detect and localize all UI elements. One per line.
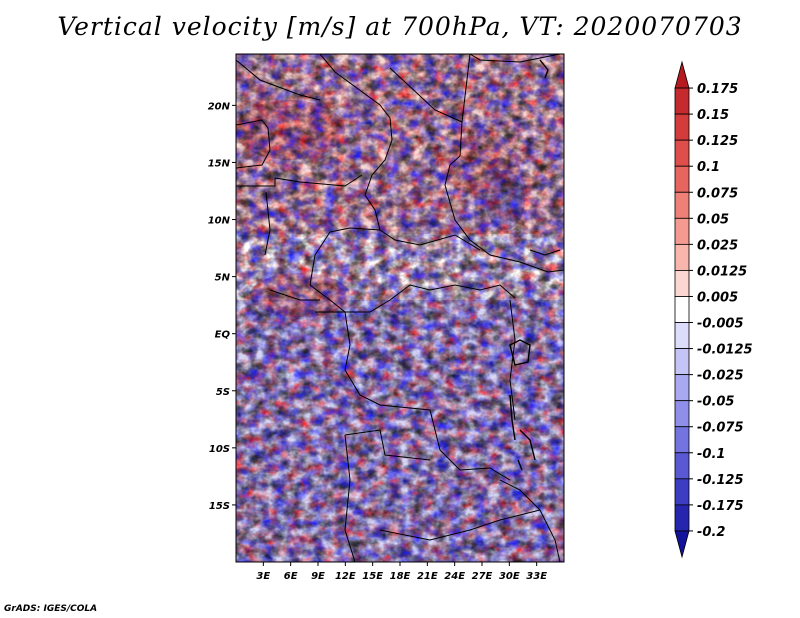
colorbar-label: 0.005 xyxy=(697,290,738,305)
x-tick-label: 21E xyxy=(417,571,438,582)
x-tick-label: 12E xyxy=(335,571,356,582)
y-tick-label: 10N xyxy=(208,216,231,227)
x-tick-label: 3E xyxy=(256,571,270,582)
colorbar-segment xyxy=(674,374,690,402)
y-tick-label: 15S xyxy=(209,501,230,512)
colorbar-label: 0.1 xyxy=(697,160,720,175)
latitude-axis: 20N 15N 10N 5N EQ 5S 10S 15S xyxy=(208,101,236,512)
x-tick-label: 24E xyxy=(444,571,465,582)
colorbar-label: 0.0125 xyxy=(697,264,747,279)
x-tick-label: 6E xyxy=(284,571,298,582)
colorbar-segment xyxy=(674,87,690,115)
colorbar-label: -0.125 xyxy=(697,473,744,488)
colorbar-label: -0.1 xyxy=(697,447,725,462)
velocity-field-map xyxy=(236,54,564,562)
colorbar-segment xyxy=(674,348,690,376)
colorbar-label: 0.175 xyxy=(697,82,738,97)
x-tick-label: 30E xyxy=(499,571,520,582)
colorbar-segment xyxy=(674,426,690,454)
software-credit: GrADS: IGES/COLA xyxy=(4,604,98,614)
colorbar-segment xyxy=(674,243,690,271)
y-tick-label: 5N xyxy=(215,273,231,284)
colorbar-label: 0.075 xyxy=(697,186,738,201)
velocity-texture xyxy=(236,54,564,562)
longitude-axis: 3E 6E 9E 12E 15E 18E 21E 24E 27E 30E 33E xyxy=(256,562,547,582)
y-tick-label: 10S xyxy=(209,444,230,455)
colorbar-label: 0.15 xyxy=(697,108,729,123)
x-tick-label: 18E xyxy=(390,571,411,582)
colorbar-label: -0.2 xyxy=(697,525,725,540)
x-tick-label: 33E xyxy=(526,571,547,582)
colorbar-segment xyxy=(674,322,690,349)
colorbar-segment xyxy=(674,113,690,141)
y-tick-label: EQ xyxy=(215,330,231,341)
x-tick-label: 27E xyxy=(472,571,493,582)
colorbar-segment xyxy=(674,400,690,428)
colorbar-segment xyxy=(674,165,690,193)
colorbar-label: 0.05 xyxy=(697,212,729,227)
colorbar-label: -0.075 xyxy=(697,421,744,436)
colorbar-label: -0.005 xyxy=(697,317,744,332)
colorbar-segment xyxy=(674,270,690,297)
colorbar-segment xyxy=(674,191,690,219)
x-tick-label: 9E xyxy=(311,571,325,582)
country-borders xyxy=(236,54,564,562)
colorbar-label: 0.125 xyxy=(697,134,738,149)
colorbar-segment xyxy=(674,504,690,532)
colorbar-segment xyxy=(674,139,690,167)
colorbar-lower-triangle xyxy=(674,530,690,559)
y-tick-label: 15N xyxy=(208,158,231,169)
colorbar-segment xyxy=(674,296,690,323)
colorbar-label: 0.025 xyxy=(697,238,738,253)
y-tick-label: 20N xyxy=(208,101,231,112)
colorbar-segment xyxy=(674,478,690,506)
colorbar-label: -0.025 xyxy=(697,369,744,384)
lake-outlines xyxy=(509,59,549,471)
colorbar-label: -0.175 xyxy=(697,499,744,514)
colorbar-label: -0.05 xyxy=(697,395,734,410)
y-tick-label: 5S xyxy=(216,387,230,398)
x-tick-label: 15E xyxy=(362,571,383,582)
colorbar-upper-triangle xyxy=(674,60,690,89)
colorbar-label: -0.0125 xyxy=(697,343,753,358)
map-title: Vertical velocity [m/s] at 700hPa, VT: 2… xyxy=(57,12,743,41)
colorbar-segment xyxy=(674,452,690,480)
colorbar-segment xyxy=(674,217,690,245)
colorbar: 0.175 0.15 0.125 0.1 0.075 0.05 0.025 0.0125 0.0… xyxy=(674,60,753,559)
